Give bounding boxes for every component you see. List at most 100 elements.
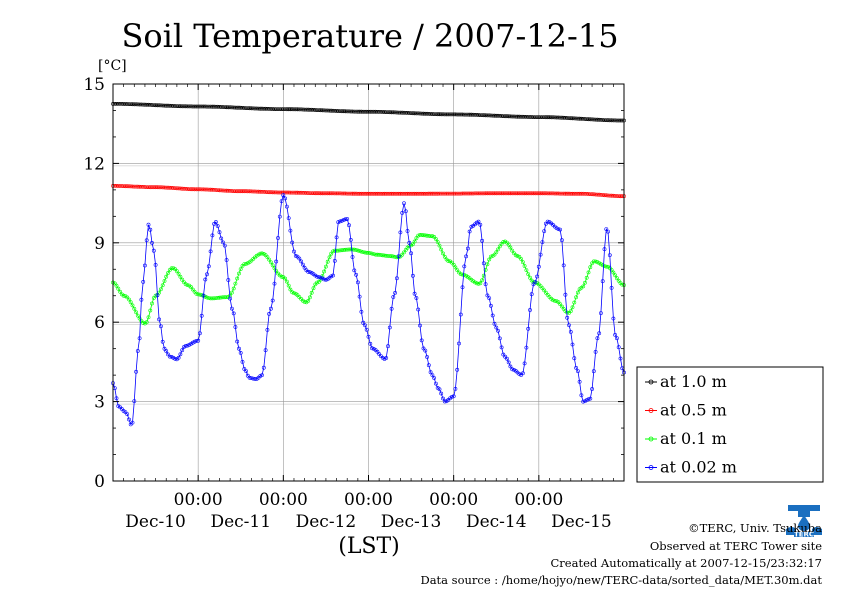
data-point [607, 253, 612, 258]
data-point [540, 115, 545, 120]
data-point [485, 113, 490, 118]
data-point [386, 254, 390, 258]
data-point [254, 189, 259, 194]
data-point [535, 274, 540, 279]
data-point [462, 264, 467, 269]
data-point [252, 106, 257, 111]
data-point [341, 109, 346, 114]
data-point [348, 191, 353, 196]
data-point [529, 115, 534, 119]
data-point [412, 291, 417, 296]
x-day-label: Dec-12 [296, 512, 357, 532]
data-point [217, 230, 222, 235]
data-point [519, 257, 524, 261]
data-point [300, 262, 305, 267]
data-point [412, 239, 417, 244]
data-point [565, 191, 570, 196]
data-point [522, 361, 527, 366]
data-point [130, 184, 135, 189]
data-point [604, 227, 609, 232]
data-point [588, 265, 593, 270]
data-point [368, 251, 373, 256]
data-point [418, 111, 422, 116]
data-point [166, 271, 170, 275]
data-point [602, 264, 607, 269]
data-point [403, 111, 408, 115]
data-point [481, 113, 486, 118]
data-point [151, 185, 156, 190]
data-point [187, 187, 192, 192]
data-point [497, 244, 502, 249]
data-point [400, 110, 405, 115]
data-point [540, 286, 545, 291]
data-point [400, 252, 405, 257]
data-point [277, 214, 282, 219]
data-point [118, 102, 123, 106]
data-point [309, 191, 314, 196]
data-point [384, 253, 389, 258]
data-point [402, 110, 406, 115]
data-point [387, 254, 392, 258]
data-point [524, 268, 529, 273]
data-point [336, 191, 341, 196]
data-point [160, 185, 165, 190]
data-point [574, 116, 579, 121]
data-point [469, 191, 474, 196]
data-point [359, 309, 364, 314]
data-point [599, 311, 603, 316]
data-point [206, 104, 211, 109]
data-point [293, 253, 298, 258]
data-point [118, 289, 123, 294]
data-point [602, 247, 607, 252]
data-point [570, 116, 575, 121]
data-point [460, 112, 465, 117]
data-point [416, 233, 421, 238]
data-point [169, 104, 174, 108]
data-point [338, 109, 343, 114]
data-point [348, 237, 353, 242]
data-point [368, 341, 373, 346]
data-point [240, 106, 245, 110]
data-point [414, 236, 419, 241]
data-point [517, 114, 522, 119]
data-point [483, 113, 488, 118]
data-point [609, 118, 614, 123]
data-point [339, 248, 344, 253]
data-point [151, 248, 156, 253]
data-point [265, 327, 270, 332]
data-point [322, 108, 327, 113]
data-point [164, 103, 169, 108]
data-point [315, 280, 319, 285]
data-point [265, 107, 270, 111]
data-point [398, 110, 403, 115]
data-point [231, 189, 236, 194]
data-point [167, 185, 172, 190]
data-point [260, 106, 264, 111]
data-point [430, 373, 435, 378]
data-point [371, 252, 376, 257]
data-point [267, 190, 272, 195]
data-point [460, 285, 465, 290]
data-point [120, 102, 124, 106]
data-point [352, 191, 357, 196]
data-point [336, 220, 341, 225]
data-point [499, 114, 504, 118]
data-point [315, 191, 319, 196]
data-point [189, 187, 194, 192]
data-point [570, 305, 575, 310]
data-point [425, 111, 430, 116]
data-point [155, 185, 160, 190]
data-point [203, 187, 208, 192]
data-point [185, 187, 190, 191]
data-point [570, 342, 575, 347]
data-point [613, 273, 618, 278]
data-point [300, 107, 305, 112]
data-point [297, 107, 302, 112]
data-point [226, 188, 231, 193]
data-point [295, 107, 300, 112]
data-point [382, 253, 387, 258]
data-point [212, 104, 217, 109]
data-point [313, 108, 318, 112]
data-point [508, 245, 513, 250]
